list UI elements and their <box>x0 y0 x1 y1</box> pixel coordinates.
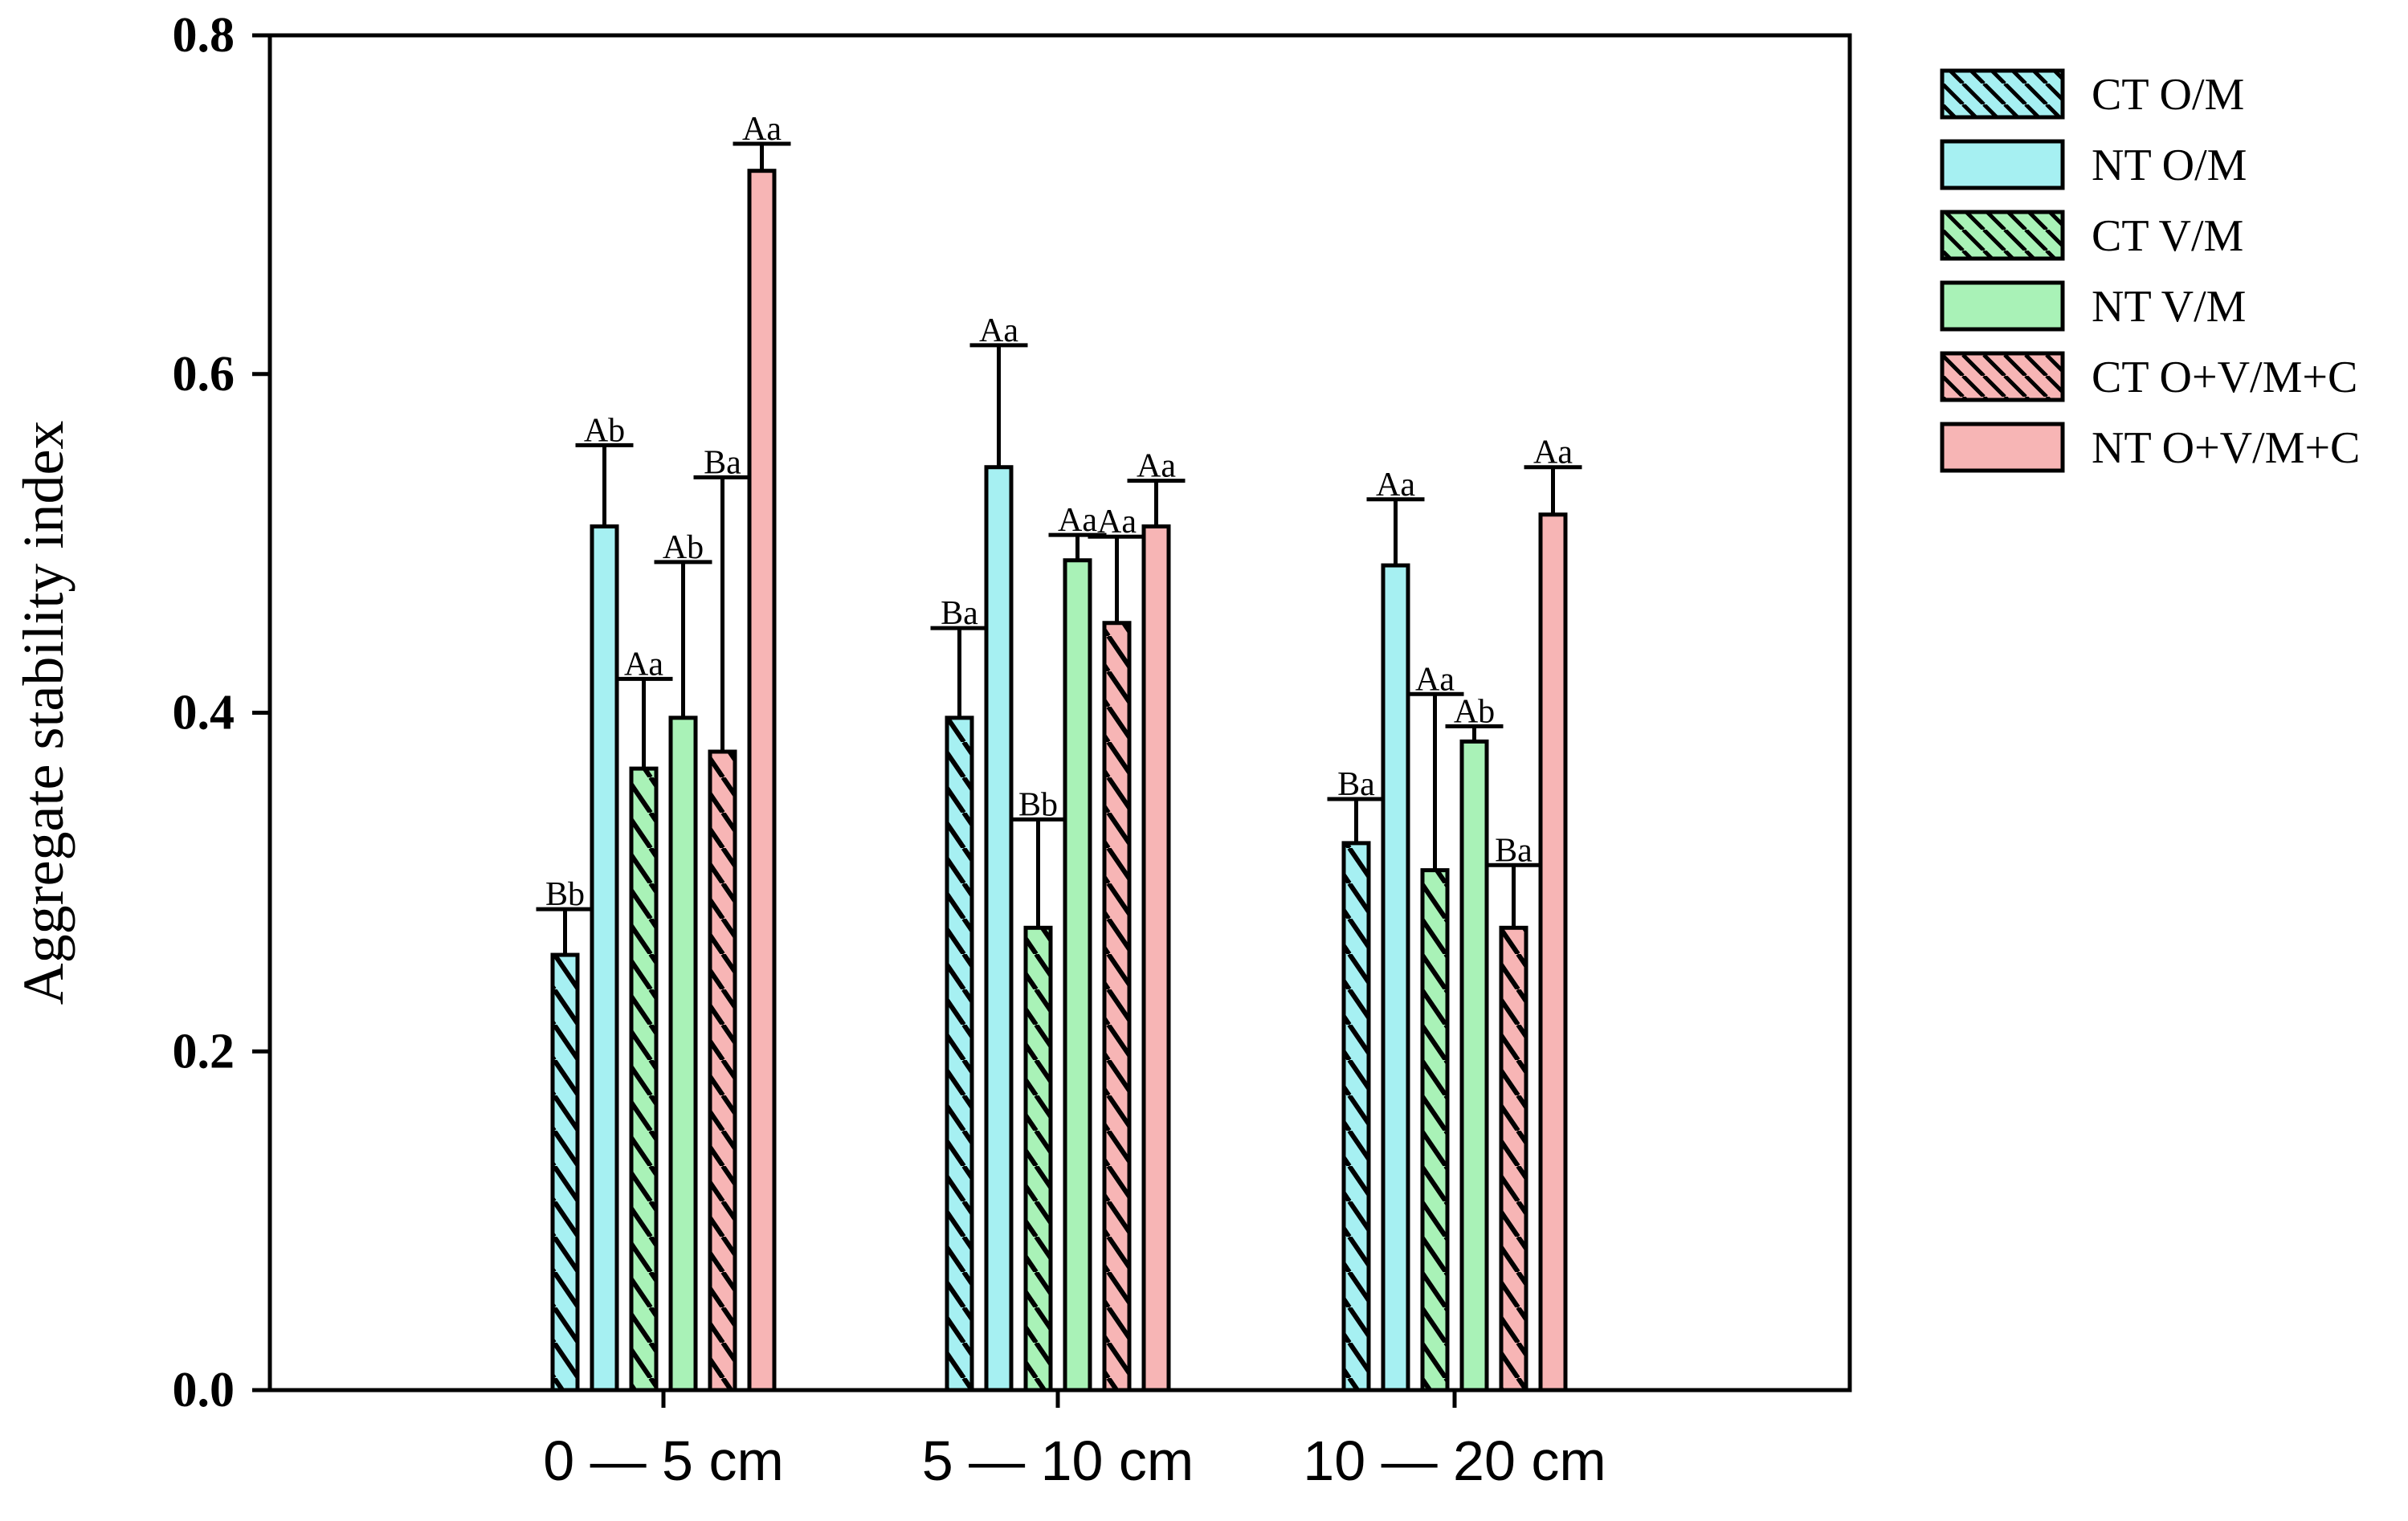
bar <box>1383 565 1408 1390</box>
y-tick-label: 0.0 <box>173 1363 235 1417</box>
bar <box>1144 526 1169 1390</box>
significance-label: Aa <box>1376 467 1415 504</box>
significance-label: Aa <box>1415 661 1455 698</box>
significance-label: Ba <box>1495 832 1533 869</box>
legend-item: CT O/M <box>1940 68 2244 120</box>
legend-swatch <box>1942 424 2063 471</box>
legend-label: NT V/M <box>2092 282 2246 332</box>
legend: CT O/M NT O/M CT V/M NT V/M CT O+V/M+C NT O+V… <box>1940 68 2360 473</box>
y-tick-label: 0.8 <box>173 8 235 63</box>
bar <box>986 467 1011 1391</box>
significance-label: Aa <box>979 312 1018 349</box>
legend-item: NT O+V/M+C <box>1940 422 2360 473</box>
bar-hatch <box>631 769 656 1390</box>
bar-hatch <box>1104 622 1129 1390</box>
y-axis-title: Aggregate stability index <box>11 421 76 1005</box>
legend-swatch-outline <box>1940 210 2065 261</box>
significance-label: Ba <box>704 444 741 481</box>
legend-swatch-outline <box>1940 351 2065 402</box>
y-tick-label: 0.2 <box>173 1024 235 1079</box>
significance-label: Aa <box>624 646 663 683</box>
bar-hatch <box>1501 928 1526 1390</box>
bar <box>1541 514 1565 1390</box>
significance-label: Ab <box>663 529 704 566</box>
significance-label: Ba <box>941 595 978 632</box>
legend-swatch-outline <box>1940 68 2065 120</box>
bar-hatch <box>1344 842 1369 1390</box>
legend-swatch-outline <box>1940 280 2065 332</box>
x-category-label: 10 — 20 cm <box>1303 1429 1606 1492</box>
legend-label: CT V/M <box>2092 211 2243 261</box>
significance-label: Aa <box>742 111 782 148</box>
bar <box>671 717 696 1390</box>
bar-hatch <box>1026 928 1051 1390</box>
legend-item: CT O+V/M+C <box>1940 351 2357 402</box>
y-tick-label: 0.6 <box>173 347 235 402</box>
x-category-label: 0 — 5 cm <box>543 1429 784 1492</box>
legend-label: NT O+V/M+C <box>2092 423 2360 473</box>
significance-label: Bb <box>1018 786 1058 823</box>
x-category-label: 5 — 10 cm <box>922 1429 1194 1492</box>
legend-swatch-outline <box>1940 139 2065 190</box>
bar <box>749 170 774 1391</box>
legend-swatch-hatch <box>1942 71 2063 117</box>
bar <box>1065 560 1090 1390</box>
legend-label: CT O+V/M+C <box>2092 353 2357 402</box>
legend-item: NT O/M <box>1940 139 2247 190</box>
significance-label: Aa <box>1137 448 1176 485</box>
y-tick-label: 0.4 <box>173 686 235 740</box>
significance-label: Ba <box>1337 766 1375 803</box>
legend-swatch-outline <box>1940 422 2065 473</box>
significance-label: Aa <box>1533 434 1573 471</box>
significance-label: Ab <box>584 412 625 449</box>
legend-item: NT V/M <box>1940 280 2246 332</box>
bar <box>1462 741 1487 1390</box>
legend-label: NT O/M <box>2092 141 2247 190</box>
significance-label: Ab <box>1454 693 1495 730</box>
plot-frame <box>267 33 1852 1393</box>
significance-label: Aa <box>1058 502 1097 539</box>
legend-swatch-hatch <box>1942 212 2063 259</box>
bar-hatch <box>553 955 578 1390</box>
legend-swatch-hatch <box>1942 353 2063 400</box>
significance-label: Aa <box>1097 504 1137 540</box>
bar-hatch <box>1422 870 1447 1390</box>
legend-swatch <box>1942 283 2063 329</box>
legend-label: CT O/M <box>2092 70 2244 120</box>
bar-hatch <box>710 752 735 1390</box>
significance-label: Bb <box>545 876 585 913</box>
bar-hatch <box>947 717 972 1390</box>
legend-item: CT V/M <box>1940 210 2243 261</box>
legend-swatch <box>1942 141 2063 188</box>
bar <box>592 526 617 1390</box>
